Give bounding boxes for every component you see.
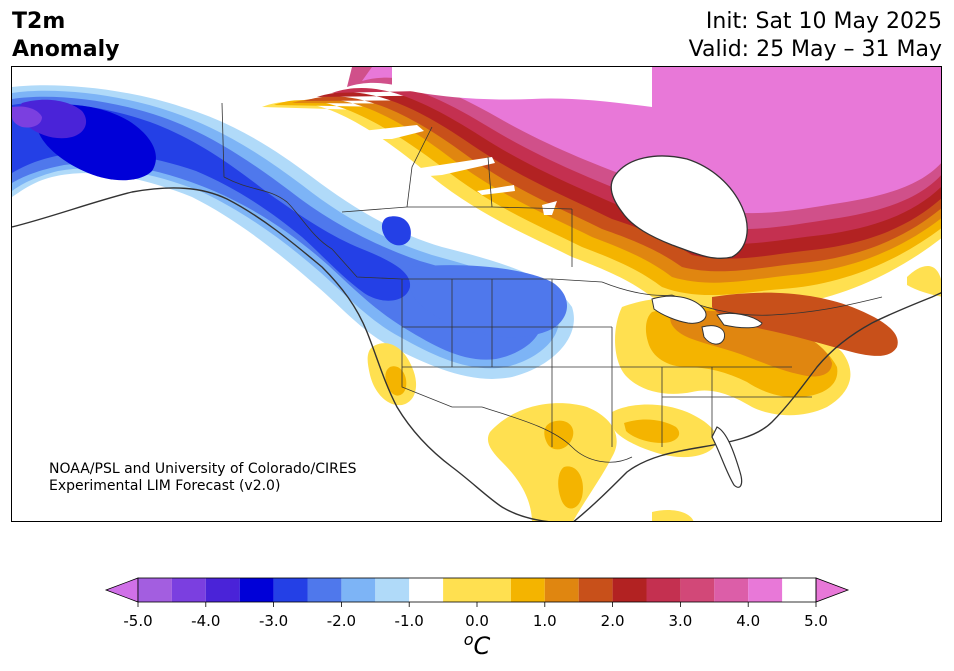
colorbar-unit-label: oC (0, 630, 954, 660)
title-line-anomaly: Anomaly (12, 37, 120, 62)
unit-letter: C (473, 632, 491, 660)
hudson-bay (610, 155, 748, 259)
colorbar-swatch (138, 578, 172, 602)
warm-canada-east-orange-red (712, 292, 898, 356)
cold-core-violet (18, 99, 87, 139)
colorbar-swatch (612, 578, 647, 602)
florida (711, 426, 743, 488)
colorbar-tick-label: 0.0 (465, 612, 489, 630)
warm-mexico-gold (558, 466, 583, 509)
cold-plains-core (381, 216, 411, 246)
colorbar-tick-label: -1.0 (395, 612, 424, 630)
colorbar-swatch (443, 578, 511, 602)
colorbar-swatch (341, 578, 376, 602)
colorbar-swatch (307, 578, 342, 602)
colorbar-swatch (273, 578, 308, 602)
colorbar-swatch (544, 578, 579, 602)
warm-texas-yellow (487, 403, 617, 521)
arctic-top-water (392, 67, 652, 107)
credit-line-1: NOAA/PSL and University of Colorado/CIRE… (49, 461, 357, 477)
colorbar-swatch (409, 578, 444, 602)
warm-southeast-gold (624, 419, 680, 443)
colorbar-over-extension (815, 577, 850, 603)
cold-northern-plains (410, 265, 567, 338)
cold-core-purple (12, 106, 42, 128)
init-date: Init: Sat 10 May 2025 (705, 9, 942, 34)
colorbar-swatch (239, 578, 274, 602)
colorbar-swatch (646, 578, 681, 602)
warm-california-gold (385, 366, 407, 396)
warm-caribbean-yellow (652, 510, 694, 521)
colorbar-swatch (375, 578, 410, 602)
map-canvas (12, 67, 941, 521)
arctic-channel-1 (362, 125, 424, 139)
colorbar-swatch (714, 578, 749, 602)
unit-degree: o (463, 630, 474, 649)
colorbar-swatch (171, 578, 206, 602)
colorbar-tick-label: -5.0 (123, 612, 152, 630)
colorbar-swatch (205, 578, 240, 602)
colorbar-swatch (510, 578, 545, 602)
colorbar-swatch (578, 578, 613, 602)
anomaly-map (11, 66, 942, 522)
colorbar-ticks: -5.0 -4.0 -3.0 -2.0 -1.0 0.0 1.0 2.0 3.0 4.0 5.0 (123, 602, 828, 630)
map-credit: NOAA/PSL and University of Colorado/CIRE… (49, 461, 357, 495)
colorbar-tick-label: -2.0 (327, 612, 356, 630)
colorbar-tick-label: 5.0 (804, 612, 828, 630)
forecast-dates: Init: Sat 10 May 2025 Valid: 25 May – 31… (689, 8, 942, 64)
coastline (12, 187, 941, 521)
arctic-channel-2 (414, 157, 495, 177)
colorbar-swatch (680, 578, 715, 602)
colorbar-tick-label: 3.0 (668, 612, 692, 630)
colorbar-under-extension (104, 577, 139, 603)
political-borders (221, 102, 883, 463)
warm-core-pink (362, 67, 941, 214)
arctic-channel-3 (477, 185, 515, 195)
warm-maritimes-yellow (907, 266, 941, 297)
title-line-variable: T2m (12, 9, 66, 34)
map-title: T2m Anomaly (12, 8, 119, 64)
colorbar-tick-label: 2.0 (601, 612, 625, 630)
colorbar-tick-label: -3.0 (259, 612, 288, 630)
arctic-channel-4 (542, 201, 557, 215)
colorbar-swatch (748, 578, 783, 602)
great-lakes (651, 295, 763, 345)
unit-text: oC (463, 630, 491, 660)
colorbar-tick-label: 1.0 (533, 612, 557, 630)
colorbar-swatches (104, 577, 850, 603)
colorbar-tick-label: 4.0 (736, 612, 760, 630)
valid-range: Valid: 25 May – 31 May (688, 37, 942, 62)
credit-line-2: Experimental LIM Forecast (v2.0) (49, 478, 281, 494)
colorbar-tick-label: -4.0 (191, 612, 220, 630)
